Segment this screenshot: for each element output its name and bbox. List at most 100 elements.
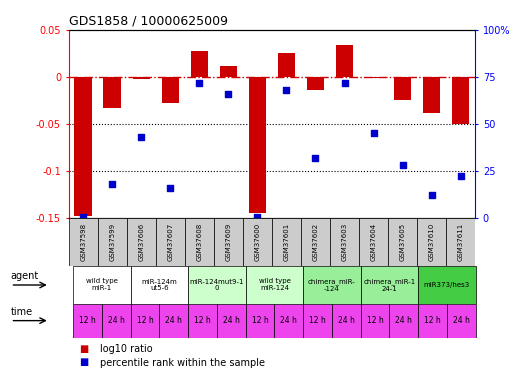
Bar xyxy=(217,304,246,338)
Text: GSM37598: GSM37598 xyxy=(80,223,86,261)
Bar xyxy=(394,77,411,101)
Text: 24 h: 24 h xyxy=(338,316,355,325)
Bar xyxy=(191,51,208,77)
Bar xyxy=(303,266,361,304)
Bar xyxy=(133,77,150,79)
Text: GSM37609: GSM37609 xyxy=(225,223,231,261)
Point xyxy=(340,80,348,86)
Text: wild type
miR-124: wild type miR-124 xyxy=(259,279,290,291)
Text: GSM37602: GSM37602 xyxy=(313,223,318,261)
Text: GSM37611: GSM37611 xyxy=(458,223,464,261)
Text: 12 h: 12 h xyxy=(367,316,383,325)
Text: GSM37603: GSM37603 xyxy=(342,223,347,261)
Text: 24 h: 24 h xyxy=(165,316,182,325)
Text: percentile rank within the sample: percentile rank within the sample xyxy=(100,357,265,368)
Text: GDS1858 / 10000625009: GDS1858 / 10000625009 xyxy=(69,15,228,27)
Bar xyxy=(102,304,131,338)
Bar xyxy=(156,217,185,266)
Bar xyxy=(159,304,188,338)
Bar xyxy=(73,304,102,338)
Bar xyxy=(188,266,246,304)
Bar xyxy=(417,217,446,266)
Text: agent: agent xyxy=(11,271,39,280)
Bar xyxy=(423,77,440,112)
Text: 24 h: 24 h xyxy=(280,316,297,325)
Bar xyxy=(278,53,295,77)
Text: miR373/hes3: miR373/hes3 xyxy=(424,282,470,288)
Point xyxy=(282,87,290,93)
Point xyxy=(428,192,436,198)
Bar xyxy=(390,304,418,338)
Point xyxy=(166,184,174,190)
Text: GSM37608: GSM37608 xyxy=(196,223,202,261)
Bar xyxy=(361,266,418,304)
Bar xyxy=(275,304,303,338)
Bar xyxy=(336,45,353,77)
Text: 24 h: 24 h xyxy=(108,316,125,325)
Text: 12 h: 12 h xyxy=(252,316,268,325)
Text: miR-124mut9-1
0: miR-124mut9-1 0 xyxy=(190,279,244,291)
Text: chimera_miR-1
24-1: chimera_miR-1 24-1 xyxy=(363,278,416,292)
Bar xyxy=(246,266,303,304)
Point xyxy=(253,214,262,220)
Text: GSM37601: GSM37601 xyxy=(284,223,289,261)
Text: 12 h: 12 h xyxy=(79,316,96,325)
Bar xyxy=(74,77,92,216)
Bar xyxy=(272,217,301,266)
Bar xyxy=(220,66,237,77)
Bar xyxy=(301,217,330,266)
Point xyxy=(456,173,465,179)
Text: wild type
miR-1: wild type miR-1 xyxy=(86,279,118,291)
Bar xyxy=(246,304,275,338)
Text: 12 h: 12 h xyxy=(194,316,211,325)
Bar xyxy=(162,77,179,103)
Text: 12 h: 12 h xyxy=(309,316,326,325)
Text: GSM37610: GSM37610 xyxy=(429,223,435,261)
Bar xyxy=(330,217,359,266)
Text: chimera_miR-
-124: chimera_miR- -124 xyxy=(308,278,356,292)
Bar xyxy=(103,77,121,108)
Bar xyxy=(359,217,388,266)
Text: GSM37605: GSM37605 xyxy=(400,223,406,261)
Text: 24 h: 24 h xyxy=(395,316,412,325)
Text: GSM37604: GSM37604 xyxy=(371,223,376,261)
Bar xyxy=(388,217,417,266)
Bar xyxy=(418,266,476,304)
Text: GSM37607: GSM37607 xyxy=(167,223,173,261)
Point xyxy=(137,134,146,140)
Point xyxy=(195,80,204,86)
Bar xyxy=(73,266,131,304)
Text: time: time xyxy=(11,307,33,317)
Text: 24 h: 24 h xyxy=(453,316,470,325)
Bar xyxy=(332,304,361,338)
Point xyxy=(399,162,407,168)
Text: 12 h: 12 h xyxy=(137,316,154,325)
Bar xyxy=(452,77,469,124)
Bar xyxy=(214,217,243,266)
Point xyxy=(312,154,320,160)
Bar xyxy=(131,304,159,338)
Bar xyxy=(185,217,214,266)
Text: miR-124m
ut5-6: miR-124m ut5-6 xyxy=(142,279,177,291)
Bar xyxy=(446,217,475,266)
Bar xyxy=(303,304,332,338)
Bar xyxy=(365,77,382,78)
Bar xyxy=(69,217,98,266)
Point xyxy=(224,91,232,97)
Bar xyxy=(307,77,324,90)
Bar xyxy=(98,217,127,266)
Text: ■: ■ xyxy=(79,357,89,368)
Text: 24 h: 24 h xyxy=(223,316,240,325)
Text: GSM37600: GSM37600 xyxy=(254,223,260,261)
Bar xyxy=(361,304,390,338)
Text: 12 h: 12 h xyxy=(424,316,441,325)
Text: log10 ratio: log10 ratio xyxy=(100,344,153,354)
Point xyxy=(108,181,116,187)
Bar xyxy=(249,77,266,213)
Bar xyxy=(131,266,188,304)
Text: ■: ■ xyxy=(79,344,89,354)
Point xyxy=(369,130,378,136)
Text: GSM37599: GSM37599 xyxy=(109,223,115,261)
Bar xyxy=(418,304,447,338)
Bar xyxy=(447,304,476,338)
